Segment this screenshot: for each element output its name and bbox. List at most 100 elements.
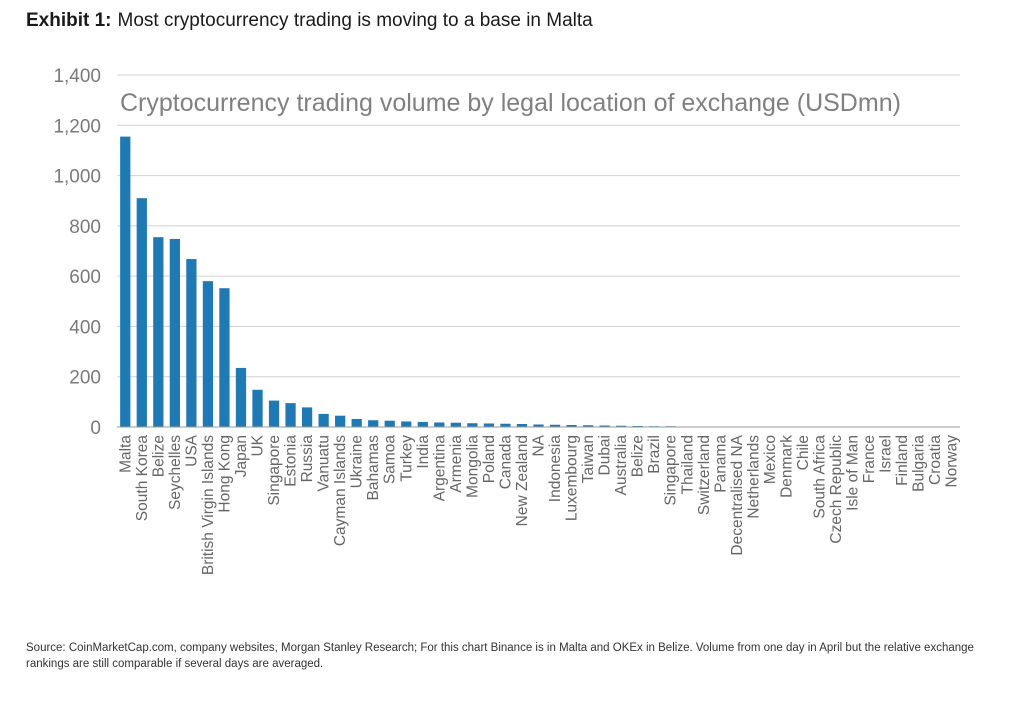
x-tick-label: Singapore <box>663 435 680 506</box>
bar <box>285 403 296 427</box>
bar-chart: 0 200 400 600 800 1,000 1,200 1,400 Cryptocurre… <box>53 66 960 575</box>
bar <box>549 424 561 427</box>
bar <box>169 238 180 427</box>
y-tick-label: 1,400 <box>53 66 101 87</box>
bar <box>632 425 643 427</box>
x-tick-label: Panama <box>712 435 729 493</box>
x-tick-label: India <box>415 435 432 469</box>
x-tick-label: South Africa <box>812 435 829 519</box>
bar <box>516 423 528 427</box>
bar <box>384 420 395 427</box>
x-tick-label: Decentralised NA <box>729 434 746 555</box>
y-tick-label: 0 <box>90 418 101 439</box>
source-note: Source: CoinMarketCap.com, company websi… <box>26 642 974 670</box>
x-tick-label: Indonesia <box>547 435 564 503</box>
x-tick-label: Armenia <box>448 435 465 493</box>
x-tick-label: Israel <box>878 435 895 473</box>
x-tick-label: Switzerland <box>696 435 713 515</box>
x-tick-label: Poland <box>481 435 498 483</box>
bar <box>500 423 511 427</box>
exhibit-heading: Most cryptocurrency trading is moving to… <box>117 10 593 31</box>
y-tick-label: 800 <box>69 217 101 238</box>
bar <box>186 259 197 427</box>
bar <box>483 423 495 427</box>
x-tick-label: Bulgaria <box>911 435 928 492</box>
x-tick-label: Dubai <box>597 435 614 476</box>
x-tick-label: Mexico <box>762 435 779 484</box>
exhibit-label: Exhibit 1: <box>26 10 112 31</box>
x-tick-label: Croatia <box>927 435 944 485</box>
x-tick-label: Brazil <box>646 435 663 474</box>
bar <box>401 421 412 427</box>
bar <box>318 413 329 427</box>
x-tick-label: Argentina <box>431 435 448 502</box>
x-tick-label: Mongolia <box>464 435 481 498</box>
bar <box>368 420 379 427</box>
x-axis: Malta South Korea Belize Seychelles USA Briti… <box>117 434 960 575</box>
x-tick-label: Isle of Man <box>845 435 862 511</box>
bar <box>235 367 247 427</box>
bar <box>582 425 594 427</box>
x-tick-label: Chile <box>795 435 812 470</box>
x-tick-label: Taiwan <box>580 435 597 483</box>
x-tick-label: South Korea <box>134 435 151 522</box>
bar <box>434 422 445 427</box>
bar <box>252 389 263 427</box>
bar <box>533 424 544 427</box>
y-tick-label: 1,000 <box>53 167 101 188</box>
bar <box>268 400 280 427</box>
x-tick-label: Singapore <box>266 435 283 506</box>
exhibit-title: Exhibit 1: Most cryptocurrency trading is… <box>26 10 593 32</box>
x-tick-label: Denmark <box>778 435 795 498</box>
bar <box>450 422 461 427</box>
x-tick-label: NA <box>531 434 548 456</box>
x-tick-label: Russia <box>299 435 316 483</box>
x-tick-label: Netherlands <box>745 435 762 519</box>
bar <box>202 281 214 427</box>
bar <box>335 415 346 427</box>
bar <box>153 237 164 427</box>
bar <box>219 288 230 427</box>
x-tick-label: Ukraine <box>349 435 366 488</box>
x-tick-label: Malta <box>117 435 134 473</box>
gridlines <box>117 74 960 378</box>
bar <box>120 136 131 427</box>
x-tick-label: Cayman Islands <box>332 435 349 546</box>
x-tick-label: Japan <box>233 435 250 477</box>
bar <box>566 424 577 427</box>
y-tick-label: 1,200 <box>53 116 101 137</box>
x-tick-label: UK <box>250 434 267 456</box>
x-tick-label: Samoa <box>382 435 399 484</box>
bars <box>120 136 957 427</box>
bar <box>351 418 362 427</box>
x-tick-label: Belize <box>150 435 167 477</box>
x-tick-label: Canada <box>497 435 514 490</box>
x-tick-label: Luxembourg <box>564 435 581 521</box>
x-tick-label: Vanuatu <box>316 435 333 492</box>
x-tick-label: Seychelles <box>167 435 184 510</box>
x-tick-label: New Zealand <box>514 435 531 526</box>
x-tick-label: British Virgin Islands <box>200 435 217 575</box>
bar <box>301 407 313 427</box>
y-axis: 0 200 400 600 800 1,000 1,200 1,400 <box>53 66 101 439</box>
x-tick-label: Estonia <box>283 435 300 487</box>
x-tick-label: Norway <box>944 435 961 488</box>
bar <box>616 425 627 427</box>
y-tick-label: 600 <box>69 267 101 288</box>
x-tick-label: Turkey <box>398 435 415 482</box>
x-tick-label: Bahamas <box>365 435 382 501</box>
x-tick-label: USA <box>183 434 200 467</box>
y-tick-label: 400 <box>69 317 101 338</box>
y-tick-label: 200 <box>69 368 101 389</box>
x-tick-label: Thailand <box>679 435 696 494</box>
bar <box>136 198 147 427</box>
x-tick-label: Australia <box>613 435 630 496</box>
x-tick-label: Czech Republic <box>828 435 845 544</box>
bar <box>467 423 478 427</box>
bar <box>417 421 428 427</box>
x-tick-label: Hong Kong <box>216 435 233 513</box>
x-tick-label: Finland <box>894 435 911 486</box>
x-tick-label: Belize <box>630 435 647 477</box>
bar <box>599 425 610 427</box>
x-tick-label: France <box>861 435 878 483</box>
